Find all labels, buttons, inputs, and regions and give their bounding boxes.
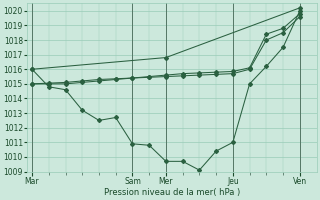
X-axis label: Pression niveau de la mer( hPa ): Pression niveau de la mer( hPa )	[104, 188, 240, 197]
